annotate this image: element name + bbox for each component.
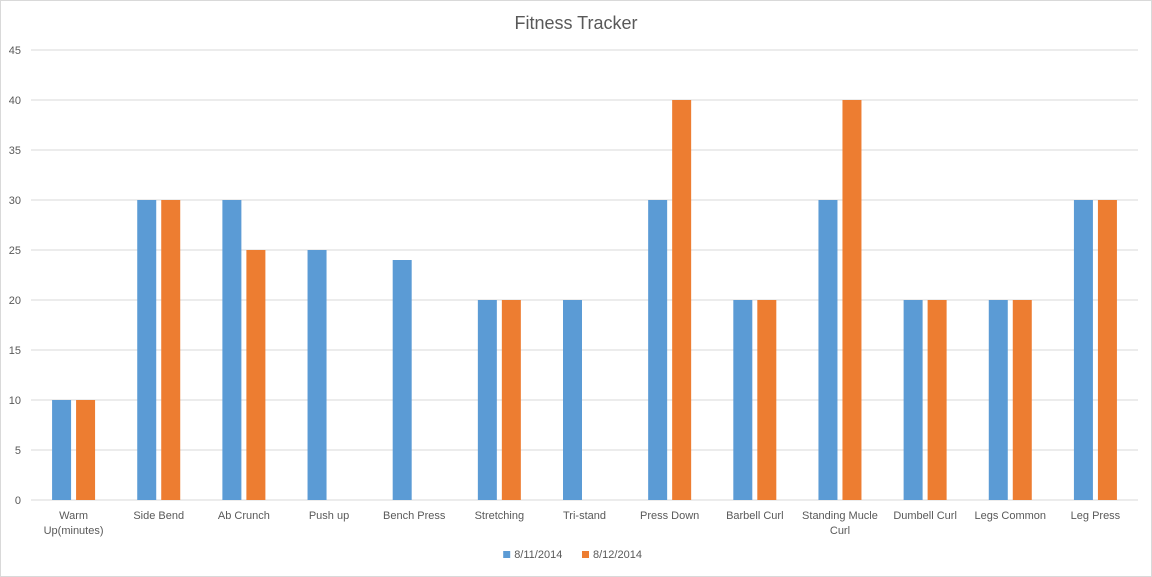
y-axis-tick-labels: 0 5 10 15 20 25 30 35 40 45 (9, 45, 21, 507)
bar (927, 300, 947, 500)
x-tick-label: Stretching (475, 510, 525, 522)
legend-label: 8/12/2014 (593, 549, 642, 561)
bar (1012, 300, 1032, 500)
x-tick-label: Leg Press (1071, 510, 1121, 522)
bar (672, 100, 692, 500)
legend-swatch (503, 551, 511, 558)
bar (161, 200, 181, 500)
y-tick-label: 15 (9, 345, 21, 357)
y-tick-label: 5 (15, 445, 21, 457)
bar (222, 200, 242, 500)
bar (1097, 200, 1117, 500)
bar (733, 300, 753, 500)
y-tick-label: 10 (9, 395, 21, 407)
y-tick-label: 30 (9, 195, 21, 207)
bars (52, 100, 1117, 500)
x-tick-label: Tri-stand (563, 510, 606, 522)
x-tick-label: Warm Up(minutes) (44, 510, 104, 537)
bar (477, 300, 497, 500)
x-tick-label: Ab Crunch (218, 510, 270, 522)
y-tick-label: 35 (9, 145, 21, 157)
bar (648, 200, 668, 500)
bar (563, 300, 582, 500)
legend: 8/11/2014 8/12/2014 (503, 549, 642, 561)
y-tick-label: 45 (9, 45, 21, 57)
bar (818, 200, 838, 500)
x-tick-label: Side Bend (133, 510, 184, 522)
gridlines (31, 49, 1138, 501)
bar (501, 300, 521, 500)
x-tick-label: Barbell Curl (726, 510, 783, 522)
y-tick-label: 0 (15, 495, 21, 507)
bar (1073, 200, 1093, 500)
x-axis-tick-labels: Warm Up(minutes) Side Bend Ab Crunch Push up… (44, 510, 1121, 537)
x-tick-label: Press Down (640, 510, 699, 522)
bar (246, 250, 266, 500)
legend-swatch (582, 551, 589, 558)
bar (392, 260, 412, 500)
y-tick-label: 20 (9, 295, 21, 307)
x-tick-label: Standing Mucle Curl (802, 510, 878, 537)
bar (52, 400, 72, 500)
bar (842, 100, 862, 500)
bar (137, 200, 157, 500)
y-tick-label: 25 (9, 245, 21, 257)
bar (903, 300, 923, 500)
bar (757, 300, 777, 500)
bar (307, 250, 327, 500)
chart-title: Fitness Tracker (514, 13, 637, 33)
bar (988, 300, 1008, 500)
x-tick-label: Legs Common (974, 510, 1046, 522)
y-tick-label: 40 (9, 95, 21, 107)
x-tick-label: Push up (309, 510, 349, 522)
bar (76, 400, 96, 500)
x-tick-label: Dumbell Curl (893, 510, 957, 522)
legend-label: 8/11/2014 (514, 549, 562, 561)
x-tick-label: Bench Press (383, 510, 446, 522)
